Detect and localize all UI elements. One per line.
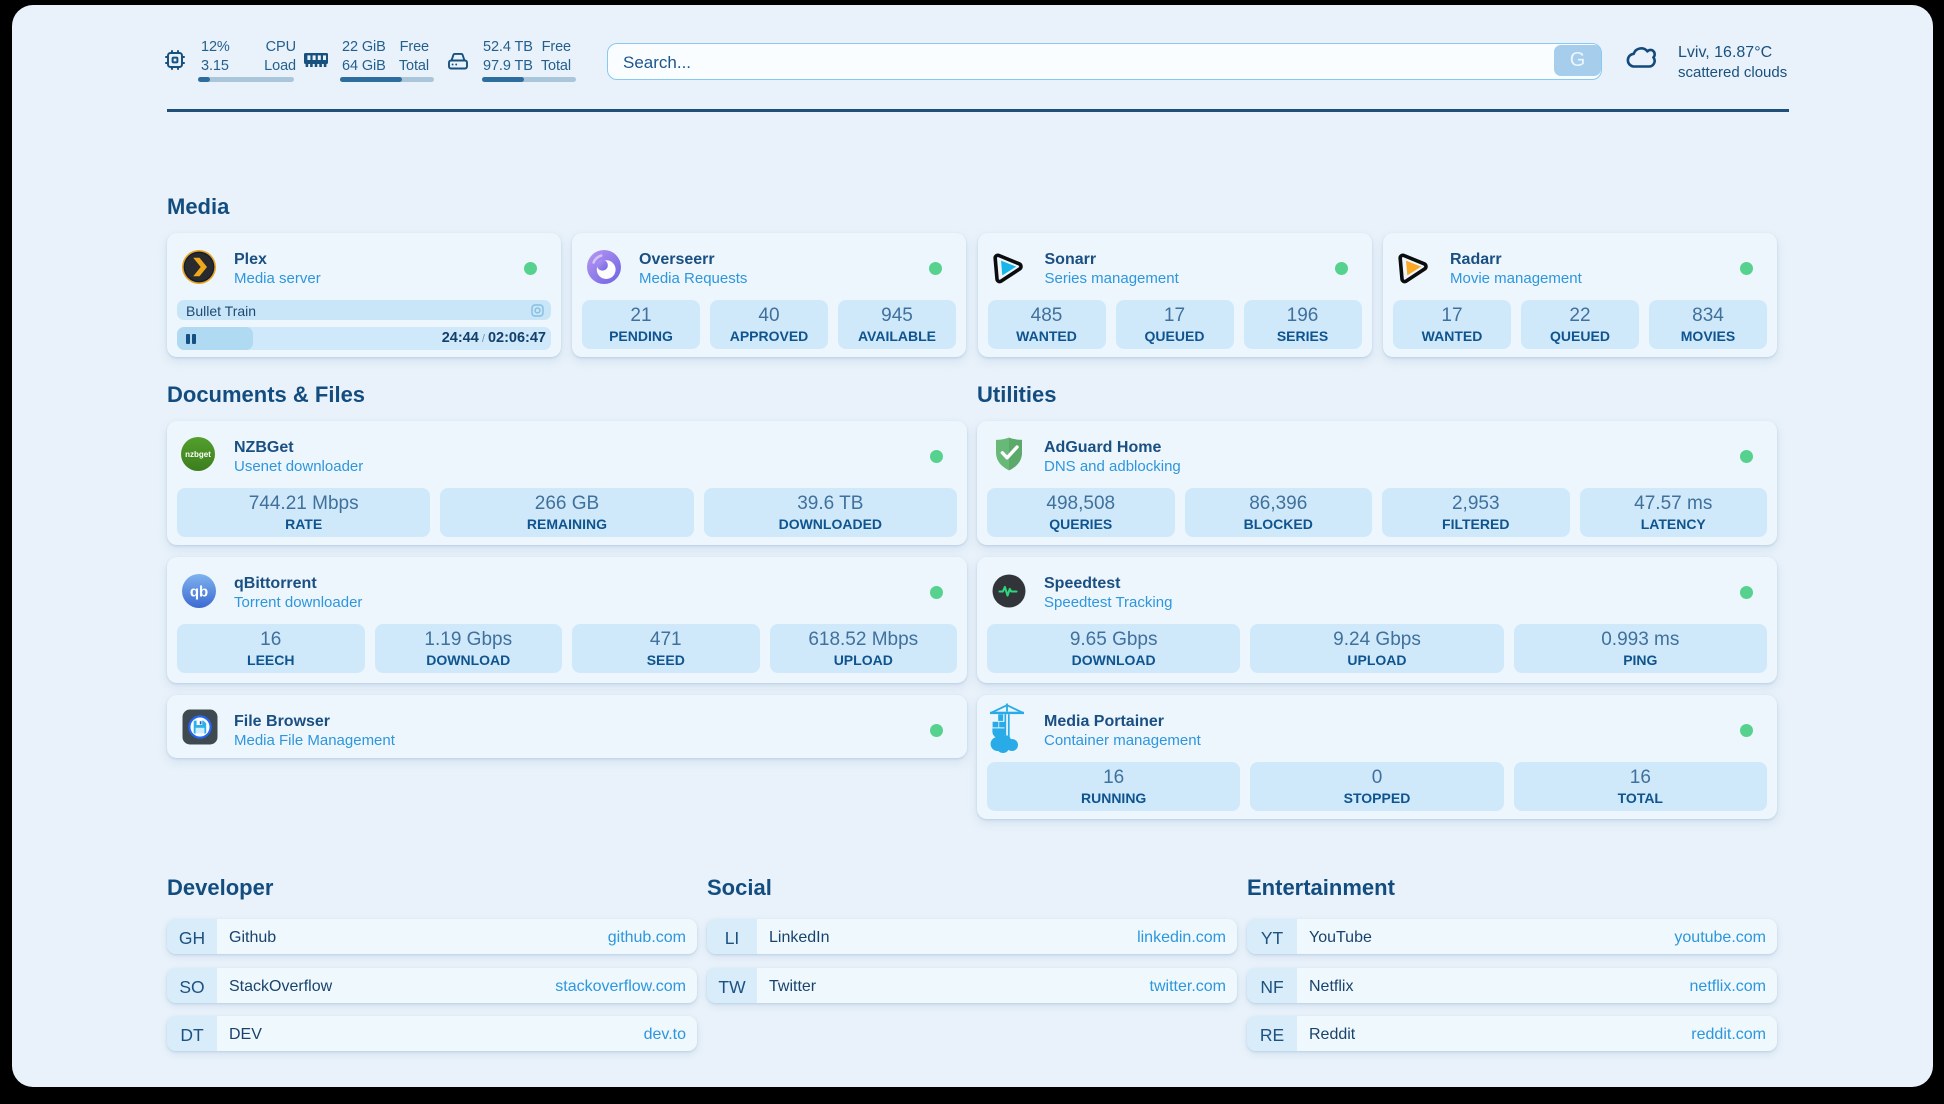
- svg-text:nzbget: nzbget: [185, 450, 211, 459]
- svg-text:qb: qb: [190, 583, 208, 600]
